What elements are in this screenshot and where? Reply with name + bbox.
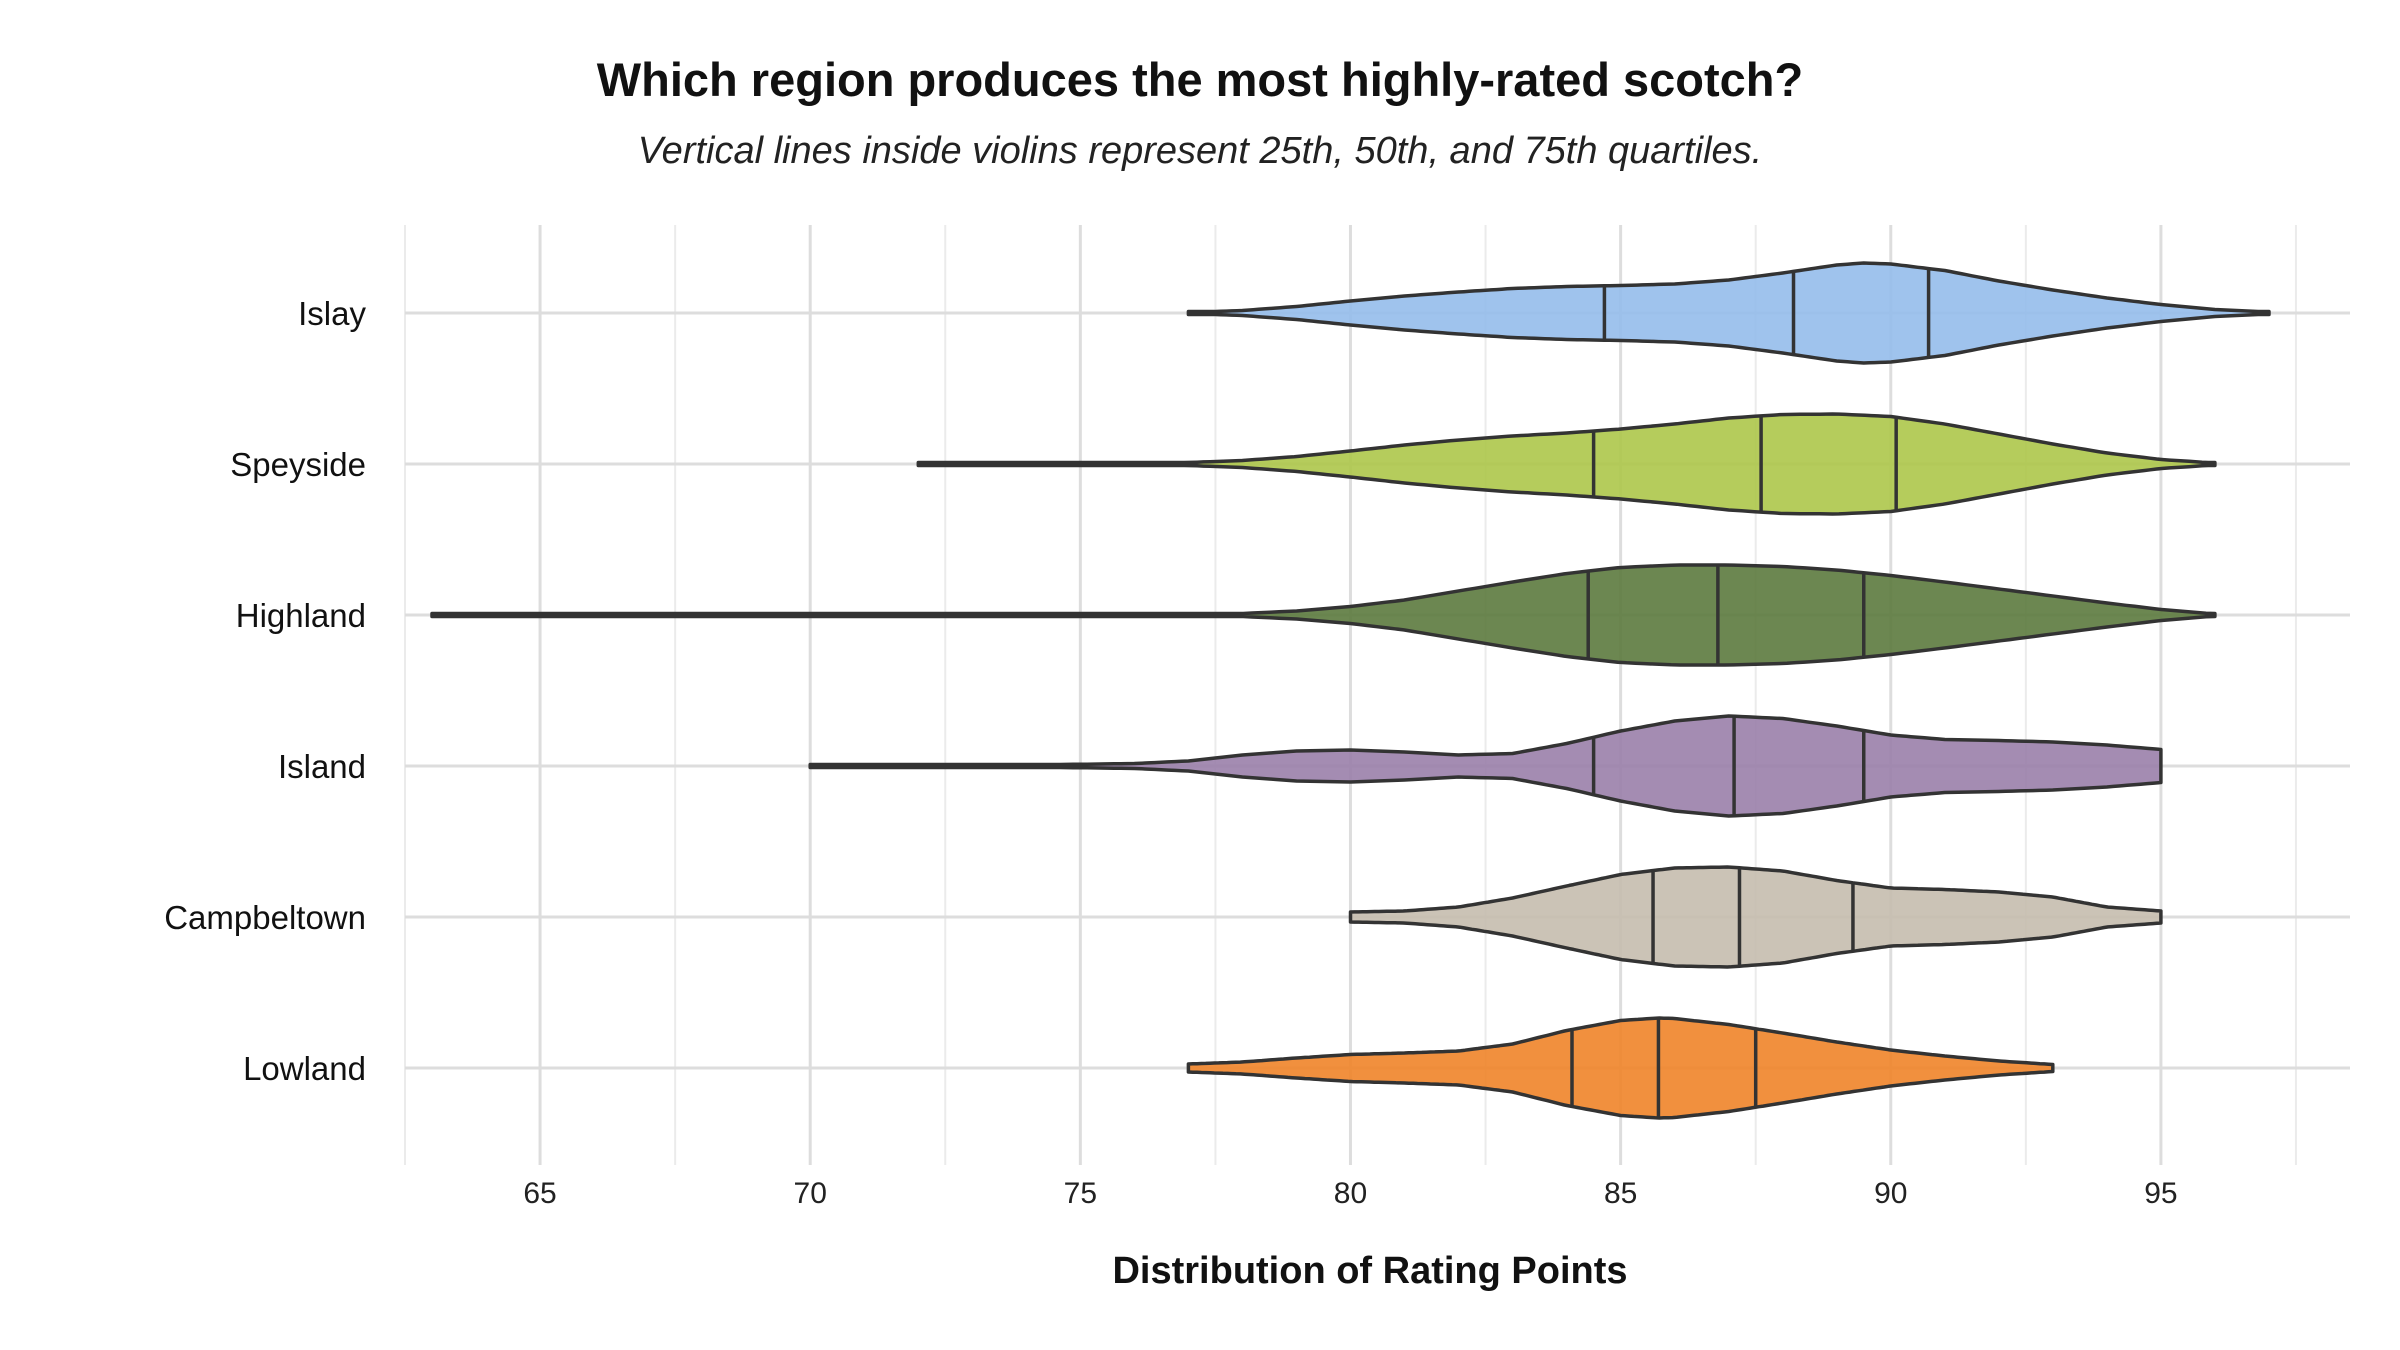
x-tick-label: 70 [794,1177,827,1210]
category-label: Lowland [243,1050,366,1087]
violin-speyside [916,412,2217,516]
violin-campbeltown [1348,865,2163,969]
x-tick-label: 80 [1334,1177,1367,1210]
category-label: Campbeltown [164,899,366,936]
x-tick-label: 85 [1604,1177,1637,1210]
violin-island [808,714,2163,818]
chart-subtitle: Vertical lines inside violins represent … [637,130,1763,172]
category-label: Speyside [230,446,366,483]
chart-title: Which region produces the most highly-ra… [596,53,1804,106]
category-label: Island [278,748,366,785]
axis-labels: 65 70 75 80 85 90 95 Islay Speyside Highland Islan… [164,295,2177,1210]
category-label: Islay [298,295,366,332]
x-axis-title: Distribution of Rating Points [1112,1250,1627,1292]
violin-highland [430,563,2217,667]
violin-lowland [1186,1016,2055,1120]
x-tick-label: 95 [2144,1177,2177,1210]
violin-islay [1186,261,2271,365]
x-tick-label: 90 [1874,1177,1907,1210]
violins [430,261,2271,1120]
category-label: Highland [236,597,366,634]
x-tick-label: 75 [1064,1177,1097,1210]
grid-lines [404,225,2350,1165]
x-tick-label: 65 [523,1177,556,1210]
